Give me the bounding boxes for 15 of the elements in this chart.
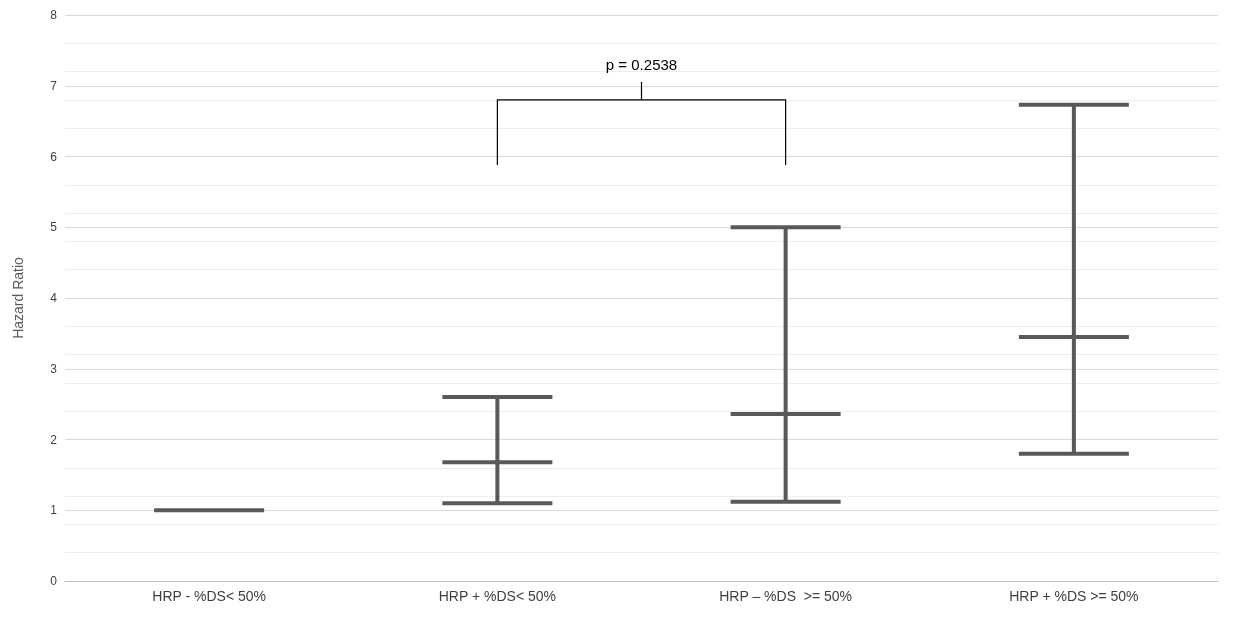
y-tick-label: 5 [50,220,58,235]
y-tick-label: 3 [50,361,58,376]
y-tick-label: 1 [50,503,58,518]
y-axis-title: Hazard Ratio [10,256,26,339]
y-tick-label: 2 [50,432,58,447]
x-tick-label: HRP – %DS >= 50% [719,588,853,604]
y-tick-label: 8 [50,8,58,22]
y-tick-label: 6 [50,149,58,164]
y-tick-label: 0 [50,574,58,588]
annotation: p = 0.2538 [605,55,678,73]
x-tick-label: HRP + %DS >= 50% [1009,588,1139,604]
y-tick-label: 4 [50,291,58,305]
x-tick-label: HRP - %DS< 50% [152,588,266,604]
y-tick-label: 7 [50,78,58,93]
x-tick-label: HRP + %DS< 50% [438,588,556,604]
